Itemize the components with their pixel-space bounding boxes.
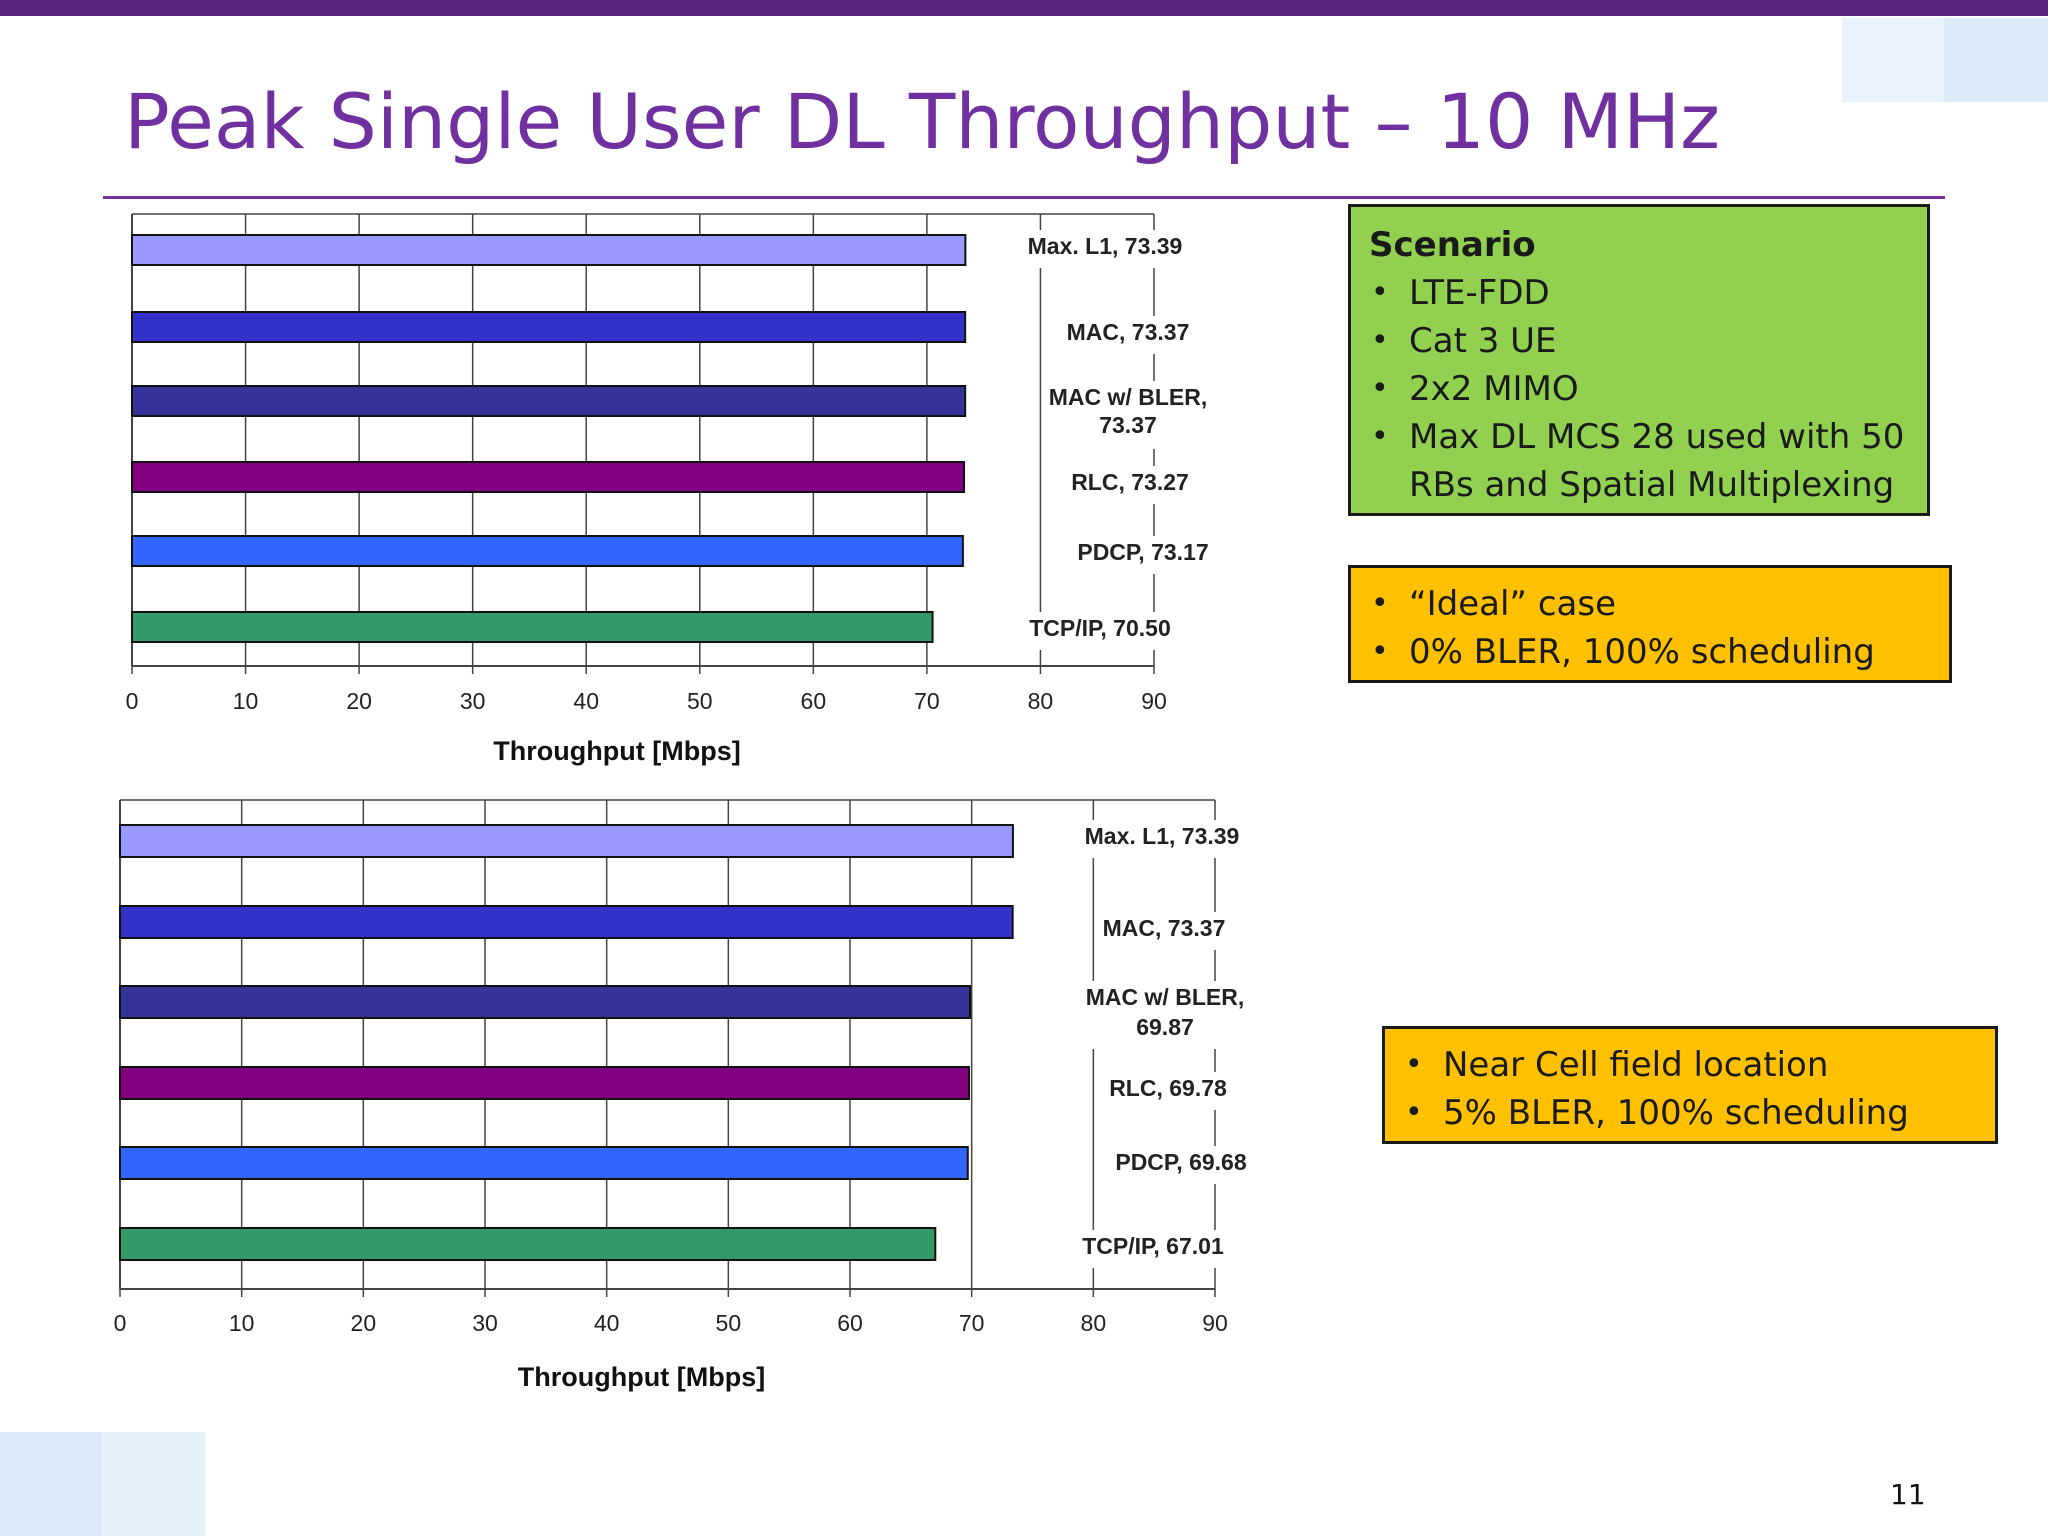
scenario-item: 2x2 MIMO [1369,365,1909,413]
data-label: TCP/IP, 67.01 [1082,1233,1224,1259]
data-label-background [1015,612,1185,650]
data-label: MAC, 73.37 [1067,319,1190,345]
data-label: TCP/IP, 70.50 [1029,615,1171,641]
ideal-case-list: “Ideal” case 0% BLER, 100% scheduling [1369,580,1931,676]
data-label: MAC w/ BLER, [1049,384,1207,410]
scenario-item: LTE-FDD [1369,269,1909,317]
x-tick-label: 90 [1141,688,1167,714]
x-axis-title: Throughput [Mbps] [518,1362,765,1392]
data-label: 69.87 [1136,1014,1194,1040]
bar [119,1146,969,1180]
scenario-item: Cat 3 UE [1369,317,1909,365]
data-label-background [1071,536,1215,574]
x-tick-label: 0 [126,688,139,714]
data-label: PDCP, 69.68 [1115,1149,1246,1175]
data-label-background [1087,981,1243,1049]
page-number: 11 [1890,1478,1926,1511]
near-cell-list: Near Cell field location 5% BLER, 100% s… [1403,1041,1977,1137]
near-cell-item: 5% BLER, 100% scheduling [1403,1089,1977,1137]
throughput-chart-ideal: 0 10 20 30 40 50 60 70 80 90 Max. L1, 73.39 MAC, 73… [126,213,1215,766]
x-tick-label: 40 [573,688,599,714]
x-tick-label: 50 [716,1310,742,1336]
near-cell-item: Near Cell field location [1403,1041,1977,1089]
data-label-background [1050,381,1206,449]
bar [131,311,967,343]
title-underline [103,196,1945,199]
bar [119,824,1014,858]
x-tick-label: 10 [229,1310,255,1336]
data-label: 73.37 [1099,412,1157,438]
x-tick-label: 10 [233,688,259,714]
x-tick-label: 20 [346,688,372,714]
data-label-background [1071,820,1253,858]
top-accent-bar [0,0,2048,16]
x-tick-label: 40 [594,1310,620,1336]
corner-decoration-top-right-inner [1944,18,2048,102]
x-tick-label: 90 [1202,1310,1228,1336]
bar [131,385,967,417]
x-tick-label: 70 [914,688,940,714]
x-tick-label: 80 [1081,1310,1107,1336]
throughput-chart-near-cell: 0 10 20 30 40 50 60 70 80 90 Max. L1, 73.39 MAC, 73… [113,799,1253,1392]
scenario-box: Scenario LTE-FDD Cat 3 UE 2x2 MIMO Max D… [1348,204,1930,516]
x-tick-label: 0 [114,1310,127,1336]
bar [131,535,964,567]
x-tick-label: 50 [687,688,713,714]
x-tick-label: 20 [351,1310,377,1336]
x-axis-title: Throughput [Mbps] [493,736,740,766]
ideal-case-box: “Ideal” case 0% BLER, 100% scheduling [1348,565,1952,683]
near-cell-box: Near Cell field location 5% BLER, 100% s… [1382,1026,1998,1144]
bar [119,985,972,1019]
data-label: RLC, 73.27 [1071,469,1189,495]
bar [119,1227,937,1261]
bar [131,611,934,643]
bar [119,905,1014,939]
data-label: Max. L1, 73.39 [1085,823,1240,849]
x-tick-label: 60 [801,688,827,714]
bar [131,461,966,493]
scenario-list: LTE-FDD Cat 3 UE 2x2 MIMO Max DL MCS 28 … [1369,269,1909,509]
data-label: MAC, 73.37 [1103,915,1226,941]
data-label: Max. L1, 73.39 [1028,233,1183,259]
scenario-item: Max DL MCS 28 used with 50 RBs and Spati… [1369,413,1909,509]
corner-decoration-bottom-left-inner [0,1432,102,1536]
data-label: PDCP, 73.17 [1077,539,1208,565]
data-label-background [1014,230,1196,268]
data-label: MAC w/ BLER, [1086,984,1244,1010]
slide-title: Peak Single User DL Throughput – 10 MHz [124,77,1721,166]
data-label-background [1109,1146,1253,1184]
bar [119,1066,970,1100]
data-label-background [1068,1230,1238,1268]
bar [131,234,967,266]
x-tick-label: 80 [1028,688,1054,714]
data-label-background [1099,912,1229,950]
data-label-background [1063,316,1193,354]
scenario-heading: Scenario [1369,225,1536,265]
x-tick-label: 30 [460,688,486,714]
data-label-background [1103,1072,1233,1110]
data-label-background [1065,466,1195,504]
x-tick-label: 60 [837,1310,863,1336]
data-label: RLC, 69.78 [1109,1075,1227,1101]
ideal-case-item: “Ideal” case [1369,580,1931,628]
x-tick-label: 70 [959,1310,985,1336]
ideal-case-item: 0% BLER, 100% scheduling [1369,628,1931,676]
x-tick-label: 30 [472,1310,498,1336]
